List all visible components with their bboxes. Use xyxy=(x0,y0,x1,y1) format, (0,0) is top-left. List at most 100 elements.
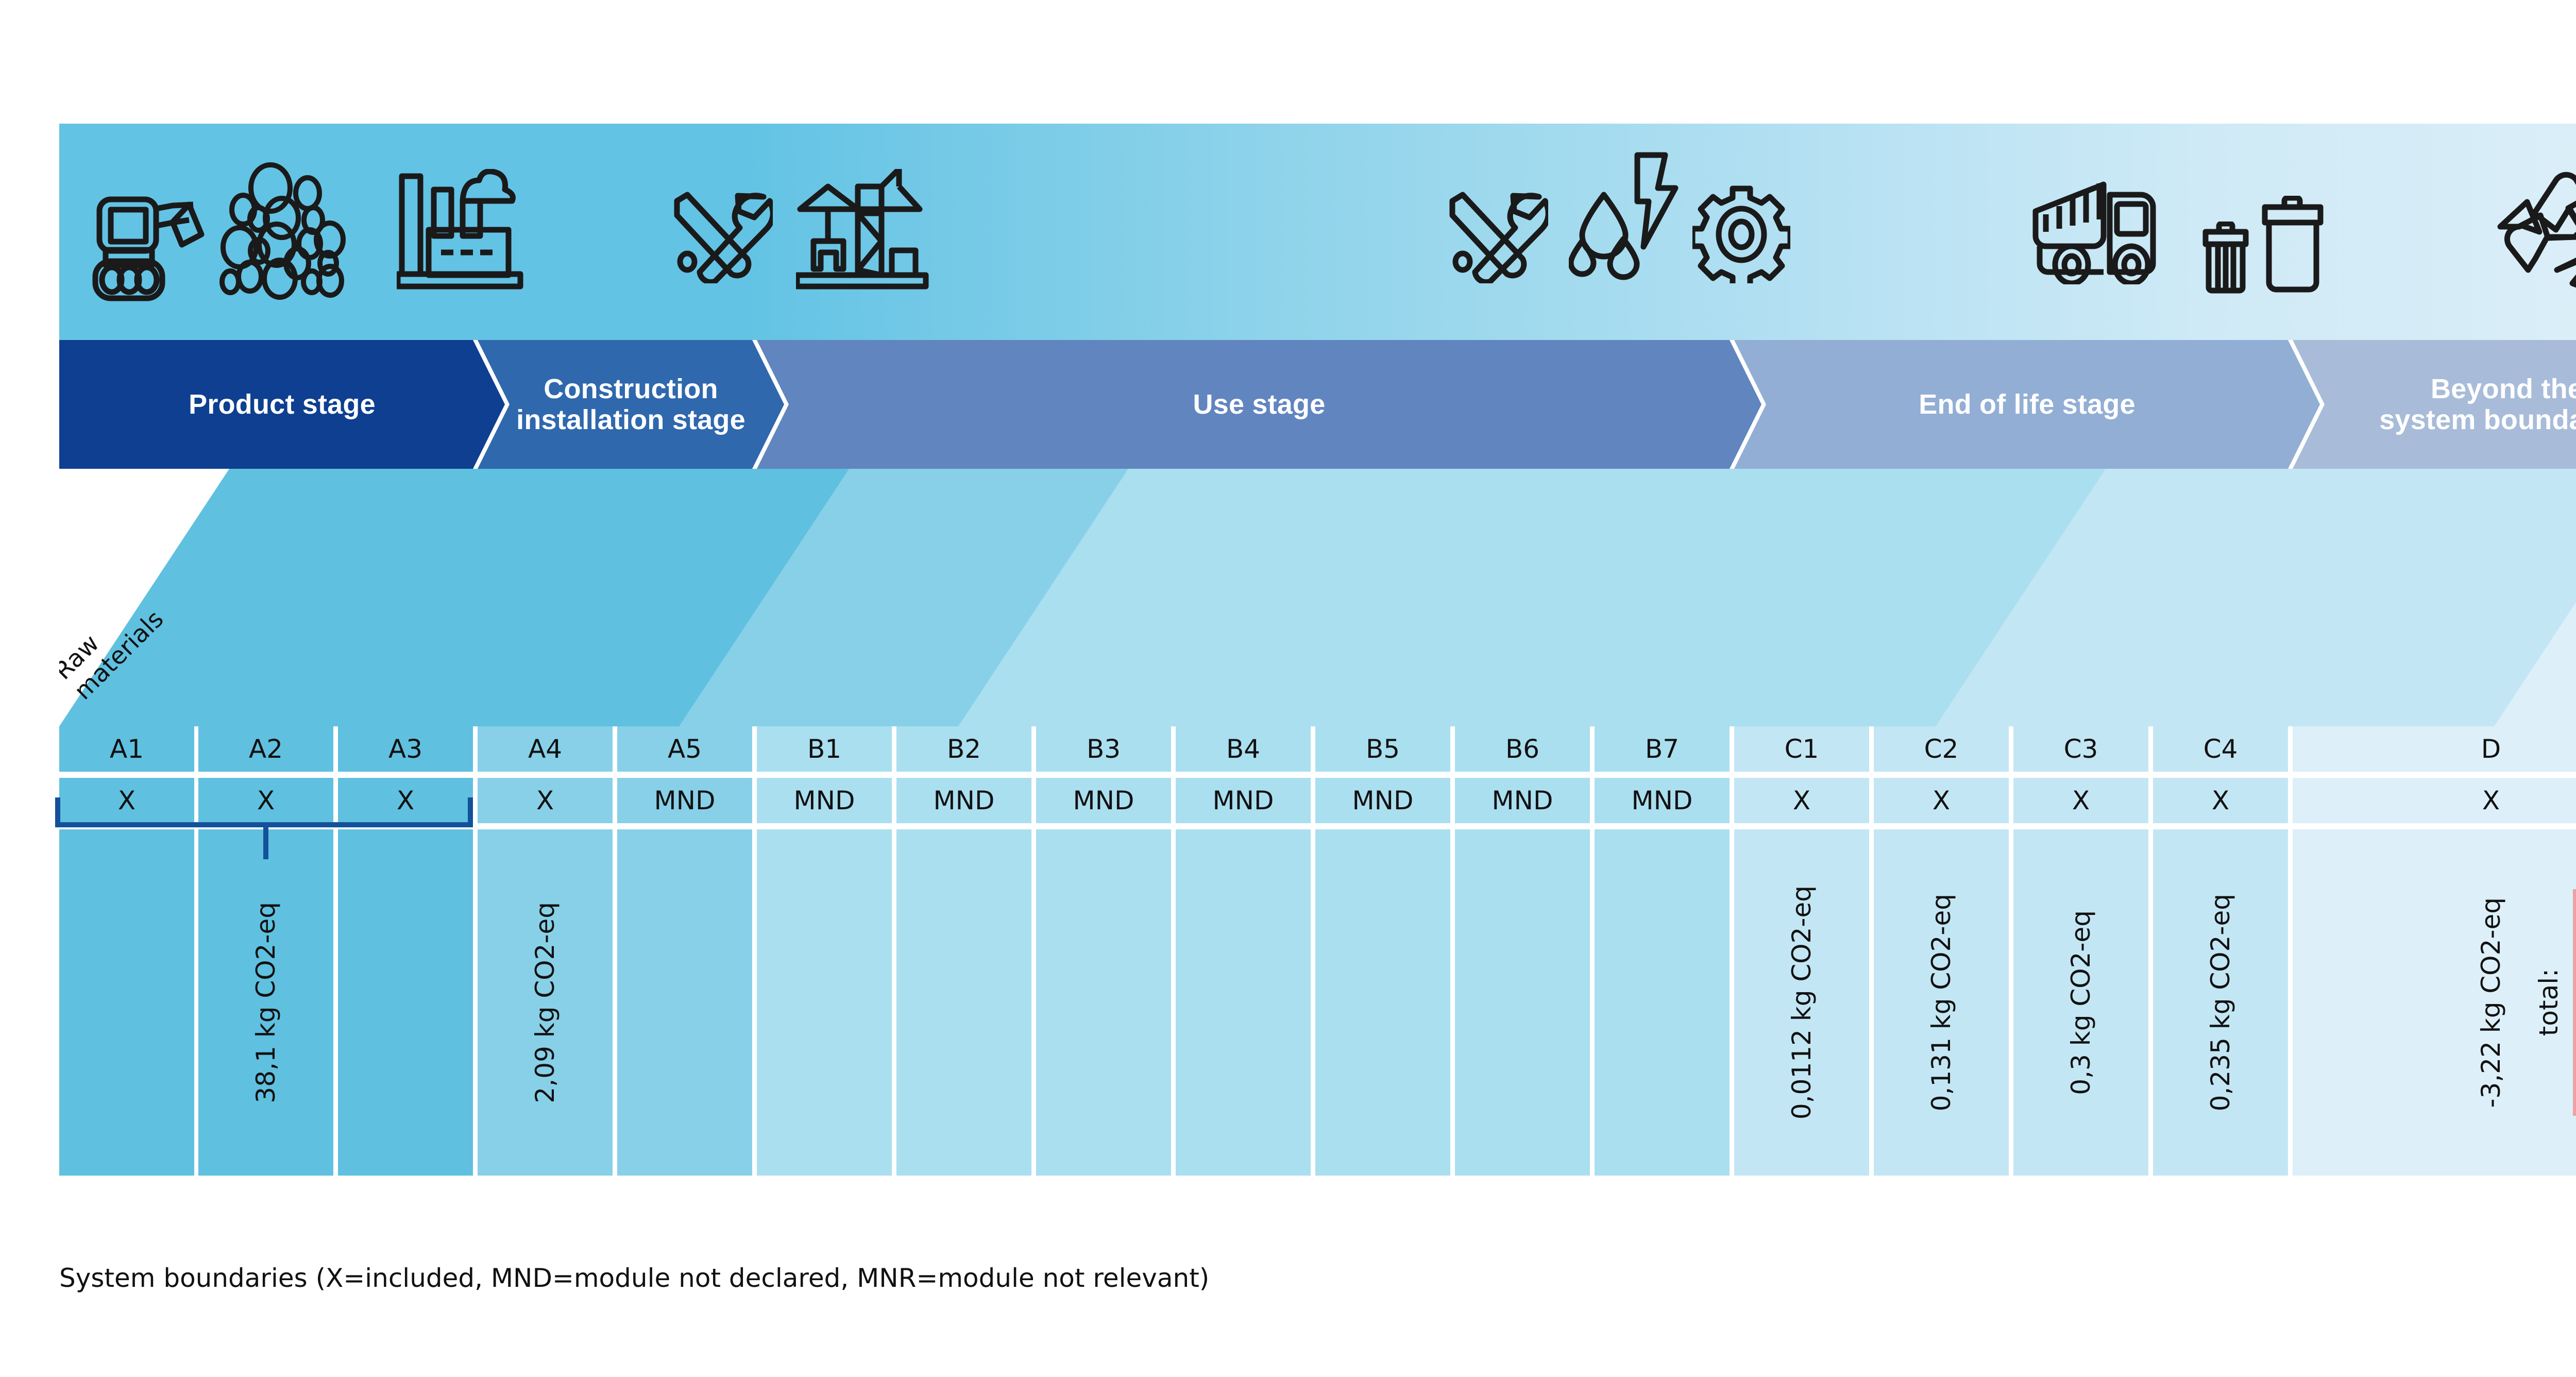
stage-label: End of life stage xyxy=(1919,388,2136,420)
module-value-cell: -3,22 kg CO2-eq xyxy=(2293,829,2576,1176)
module-declaration: X xyxy=(2482,786,2500,815)
module-code: C1 xyxy=(1784,734,1819,764)
module-declaration: MND xyxy=(1492,786,1553,815)
module-declaration-cell: X xyxy=(338,778,473,823)
module-declaration-cell: MND xyxy=(896,778,1031,823)
module-code: A3 xyxy=(388,734,422,764)
tools-icon xyxy=(670,185,773,283)
module-declaration: X xyxy=(536,786,554,815)
module-value-cell xyxy=(896,829,1031,1176)
construction-crane-icon xyxy=(796,169,930,298)
module-code-cell: B2 xyxy=(896,726,1031,772)
module-code-cell: A1 xyxy=(59,726,194,772)
module-code-cell: B6 xyxy=(1455,726,1590,772)
stage-label: Product stage xyxy=(189,388,376,420)
module-code-cell: B4 xyxy=(1176,726,1311,772)
module-code-cell: A3 xyxy=(338,726,473,772)
module-declaration-cell: MND xyxy=(1595,778,1730,823)
module-title-label: Raw materials xyxy=(59,605,170,706)
module-code: B7 xyxy=(1645,734,1680,764)
module-value-cell xyxy=(617,829,752,1176)
module-value-cell: 38,1 kg CO2-eq xyxy=(198,829,333,1176)
module-code: D xyxy=(2481,734,2501,764)
module-declaration-cell: MND xyxy=(1455,778,1590,823)
module-value-cell xyxy=(338,829,473,1176)
module-code: A5 xyxy=(667,734,702,764)
module-declaration-cell: X xyxy=(1734,778,1869,823)
factory-icon xyxy=(397,169,526,295)
module-value-cell: 2,09 kg CO2-eq xyxy=(478,829,613,1176)
stage-band: Product stage Construction installation s… xyxy=(59,340,2576,469)
stage-banner-1: Product stage xyxy=(59,340,505,469)
module-value-cell xyxy=(1595,829,1730,1176)
module-declaration-cell: X xyxy=(198,778,333,823)
module-value-cell xyxy=(757,829,892,1176)
product-stage-bracket xyxy=(55,797,473,863)
module-declaration: X xyxy=(117,786,136,815)
tools-icon xyxy=(1445,185,1548,283)
module-value: 2,09 kg CO2-eq xyxy=(530,902,560,1103)
bracket-tick xyxy=(263,827,268,859)
module-declaration-cell: MND xyxy=(757,778,892,823)
stage-label: Beyond the system boundaries xyxy=(2379,373,2576,435)
module-value-cell: 0,0112 kg CO2-eq xyxy=(1734,829,1869,1176)
module-code-cell: A5 xyxy=(617,726,752,772)
module-code-cell: C3 xyxy=(2013,726,2148,772)
module-declaration-cell: X xyxy=(59,778,194,823)
module-declaration-cell: X xyxy=(478,778,613,823)
module-declaration: MND xyxy=(1212,786,1274,815)
bracket-bar xyxy=(55,822,473,827)
stage-banner-2: Construction installation stage xyxy=(478,340,784,469)
logs-timber-icon xyxy=(219,162,368,301)
module-value-cell: 0,3 kg CO2-eq xyxy=(2013,829,2148,1176)
icon-band xyxy=(59,124,2576,340)
module-declaration: MND xyxy=(1352,786,1414,815)
module-declaration: X xyxy=(2072,786,2090,815)
module-code-cell: A4 xyxy=(478,726,613,772)
stage-banner-4: End of life stage xyxy=(1734,340,2320,469)
module-code-cell: B7 xyxy=(1595,726,1730,772)
module-declaration-cell: MND xyxy=(1036,778,1171,823)
module-declaration-cell: X xyxy=(2293,778,2576,823)
module-declaration: X xyxy=(2211,786,2230,815)
module-code-cell: C2 xyxy=(1874,726,2009,772)
module-code: B2 xyxy=(946,734,981,764)
module-value: 0,3 kg CO2-eq xyxy=(2066,910,2096,1095)
module-declaration-cell: MND xyxy=(1176,778,1311,823)
module-code: B5 xyxy=(1365,734,1400,764)
total-positive-chip: 40,87 kg CO2-eq xyxy=(2573,889,2576,1116)
module-code: B3 xyxy=(1086,734,1121,764)
module-value: 38,1 kg CO2-eq xyxy=(251,902,281,1103)
bracket-end-right xyxy=(468,797,473,827)
module-code: C4 xyxy=(2203,734,2238,764)
small-trash-bin-icon xyxy=(2202,222,2249,294)
module-declaration-cell: MND xyxy=(1315,778,1450,823)
module-declaration: MND xyxy=(933,786,995,815)
module-code: C2 xyxy=(1924,734,1959,764)
module-code-cell: C1 xyxy=(1734,726,1869,772)
module-code: B1 xyxy=(807,734,842,764)
module-declaration: MND xyxy=(1631,786,1693,815)
module-declaration: X xyxy=(257,786,275,815)
module-declaration-cell: X xyxy=(2153,778,2288,823)
module-value-cell xyxy=(59,829,194,1176)
module-code: A4 xyxy=(528,734,562,764)
module-code-cell: C4 xyxy=(2153,726,2288,772)
module-value-cell xyxy=(1036,829,1171,1176)
module-title-slant: Raw materials xyxy=(59,469,570,726)
module-value-cell xyxy=(1315,829,1450,1176)
module-code: C3 xyxy=(2063,734,2098,764)
module-grid: A1 X A2 X 38,1 kg CO2-eq A3 X A4 X 2,09 kg CO2-eq… xyxy=(55,726,2576,1193)
module-code-cell: B3 xyxy=(1036,726,1171,772)
module-value-cell: 0,235 kg CO2-eq xyxy=(2153,829,2288,1176)
module-code: A2 xyxy=(248,734,283,764)
module-declaration-cell: MND xyxy=(617,778,752,823)
stage-label: Use stage xyxy=(1193,388,1326,420)
module-declaration-cell: X xyxy=(1874,778,2009,823)
module-declaration: MND xyxy=(1073,786,1134,815)
stage-banner-3: Use stage xyxy=(757,340,1761,469)
large-trash-bin-icon xyxy=(2262,196,2324,294)
module-value-cell xyxy=(1176,829,1311,1176)
module-declaration: X xyxy=(1932,786,1951,815)
